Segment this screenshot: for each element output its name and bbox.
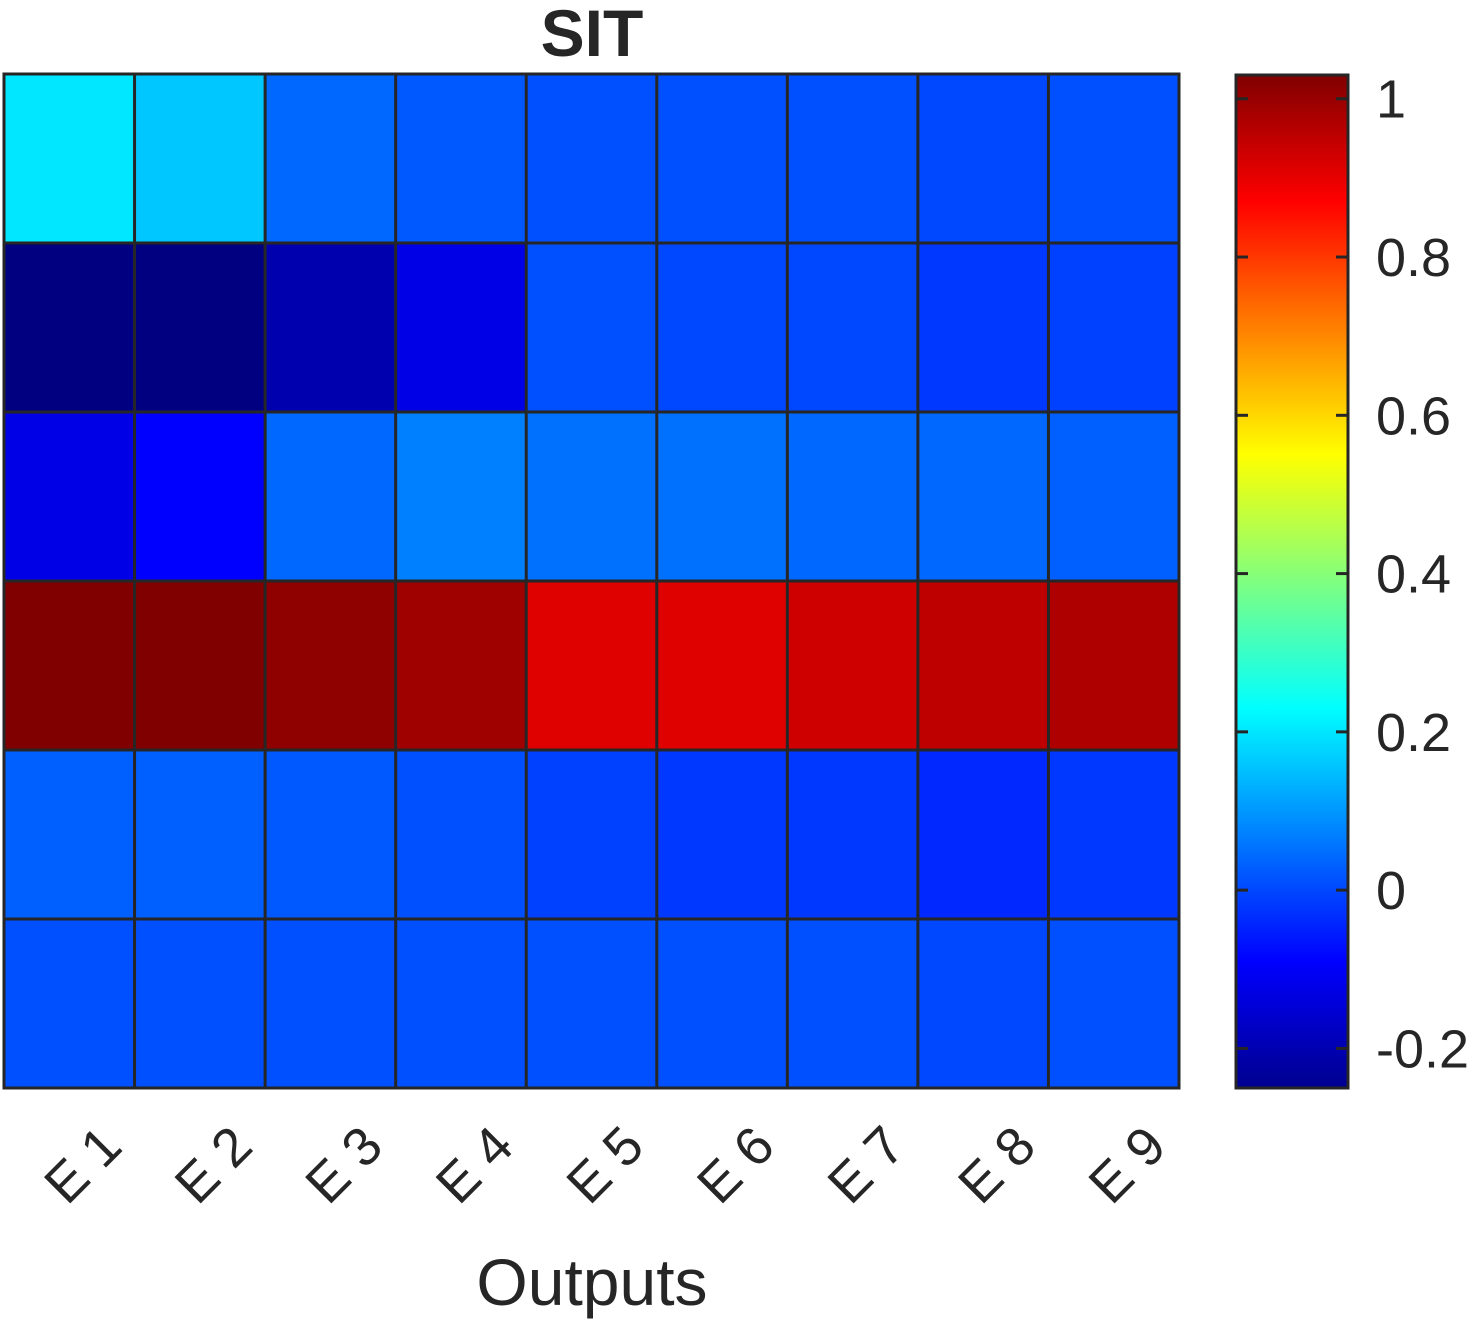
heatmap-cell-r3-c7 bbox=[787, 412, 918, 581]
heatmap-cell-r1-c9 bbox=[1048, 74, 1179, 243]
heatmap-cell-r3-c5 bbox=[526, 412, 657, 581]
heatmap-cell-r4-c5 bbox=[526, 581, 657, 750]
heatmap-cell-r2-c5 bbox=[526, 243, 657, 412]
heatmap-cell-r6-c8 bbox=[917, 919, 1049, 1088]
heatmap-cell-r1-c2 bbox=[134, 74, 266, 243]
heatmap-cell-r5-c2 bbox=[134, 750, 266, 919]
heatmap-cell-r6-c2 bbox=[134, 919, 266, 1088]
heatmap-cell-r2-c8 bbox=[917, 243, 1049, 412]
heatmap-cell-r6-c4 bbox=[395, 919, 527, 1088]
heatmap-cell-r1-c7 bbox=[787, 74, 918, 243]
heatmap-cell-r5-c9 bbox=[1048, 750, 1179, 919]
colorbar-tick-label: 1 bbox=[1376, 70, 1406, 130]
colorbar-ticks: -0.2 0 0.2 0.4 0.6 0.8 1 bbox=[1236, 70, 1469, 1079]
x-tick-label: E 2 bbox=[164, 1115, 264, 1215]
x-tick-label: E 4 bbox=[425, 1115, 525, 1215]
heatmap-cell-r5-c7 bbox=[787, 750, 918, 919]
colorbar: -0.2 0 0.2 0.4 0.6 0.8 1 bbox=[1234, 70, 1469, 1090]
x-tick-labels: E 1 E 2 E 3 E 4 E 5 E 6 E 7 E 8 E 9 bbox=[33, 1115, 1177, 1215]
colorbar-gradient bbox=[1234, 73, 1350, 1090]
heatmap-cell-r6-c6 bbox=[656, 919, 788, 1088]
colorbar-tick-label: 0.6 bbox=[1376, 386, 1451, 446]
colorbar-tick-label: 0 bbox=[1376, 861, 1406, 921]
heatmap-cell-r3-c1 bbox=[4, 412, 135, 581]
plot-frame bbox=[2, 72, 1181, 1090]
heatmap-cell-r1-c8 bbox=[917, 74, 1049, 243]
heatmap-cell-r6-c3 bbox=[265, 919, 396, 1088]
heatmap-cell-r5-c5 bbox=[526, 750, 657, 919]
heatmap-cell-r4-c8 bbox=[917, 581, 1049, 750]
x-tick-label: E 7 bbox=[817, 1115, 917, 1215]
heatmap-cell-r4-c3 bbox=[265, 581, 396, 750]
colorbar-tick-label: -0.2 bbox=[1376, 1019, 1469, 1079]
heatmap-cell-r3-c4 bbox=[395, 412, 527, 581]
heatmap-cell-r2-c4 bbox=[395, 243, 527, 412]
heatmap-cell-r2-c3 bbox=[265, 243, 396, 412]
heatmap-grid bbox=[2, 72, 1181, 1090]
heatmap-cell-r4-c4 bbox=[395, 581, 527, 750]
heatmap-cells bbox=[4, 74, 1179, 1088]
colorbar-tick-label: 0.8 bbox=[1376, 228, 1451, 288]
heatmap-cell-r5-c6 bbox=[656, 750, 788, 919]
heatmap-cell-r1-c1 bbox=[4, 74, 135, 243]
heatmap-cell-r4-c1 bbox=[4, 581, 135, 750]
heatmap-cell-r6-c9 bbox=[1048, 919, 1179, 1088]
heatmap-cell-r3-c9 bbox=[1048, 412, 1179, 581]
heatmap-cell-r1-c3 bbox=[265, 74, 396, 243]
heatmap-cell-r1-c5 bbox=[526, 74, 657, 243]
heatmap-cell-r4-c6 bbox=[656, 581, 788, 750]
heatmap-cell-r6-c7 bbox=[787, 919, 918, 1088]
heatmap-cell-r5-c4 bbox=[395, 750, 527, 919]
heatmap-cell-r1-c6 bbox=[656, 74, 788, 243]
heatmap-cell-r4-c7 bbox=[787, 581, 918, 750]
heatmap-cell-r3-c8 bbox=[917, 412, 1049, 581]
heatmap-cell-r3-c3 bbox=[265, 412, 396, 581]
heatmap-cell-r1-c4 bbox=[395, 74, 527, 243]
heatmap-cell-r5-c8 bbox=[917, 750, 1049, 919]
x-axis-label: Outputs bbox=[476, 1245, 707, 1319]
x-tick-label: E 9 bbox=[1078, 1115, 1178, 1215]
heatmap-cell-r6-c1 bbox=[4, 919, 135, 1088]
heatmap-cell-r4-c9 bbox=[1048, 581, 1179, 750]
heatmap-cell-r4-c2 bbox=[134, 581, 266, 750]
heatmap-cell-r6-c5 bbox=[526, 919, 657, 1088]
heatmap-cell-r2-c6 bbox=[656, 243, 788, 412]
x-tick-label: E 8 bbox=[947, 1115, 1047, 1215]
heatmap-cell-r2-c1 bbox=[4, 243, 135, 412]
colorbar-tick-label: 0.2 bbox=[1376, 703, 1451, 763]
x-tick-label: E 1 bbox=[33, 1115, 133, 1215]
heatmap-cell-r5-c1 bbox=[4, 750, 135, 919]
colorbar-tick-label: 0.4 bbox=[1376, 545, 1451, 605]
heatmap-cell-r2-c7 bbox=[787, 243, 918, 412]
heatmap-cell-r3-c2 bbox=[134, 412, 266, 581]
heatmap-cell-r5-c3 bbox=[265, 750, 396, 919]
x-tick-label: E 6 bbox=[686, 1115, 786, 1215]
x-tick-label: E 5 bbox=[555, 1115, 655, 1215]
heatmap-cell-r3-c6 bbox=[656, 412, 788, 581]
chart-title: SIT bbox=[541, 0, 644, 70]
heatmap-cell-r2-c9 bbox=[1048, 243, 1179, 412]
x-tick-label: E 3 bbox=[294, 1115, 394, 1215]
heatmap-cell-r2-c2 bbox=[134, 243, 266, 412]
